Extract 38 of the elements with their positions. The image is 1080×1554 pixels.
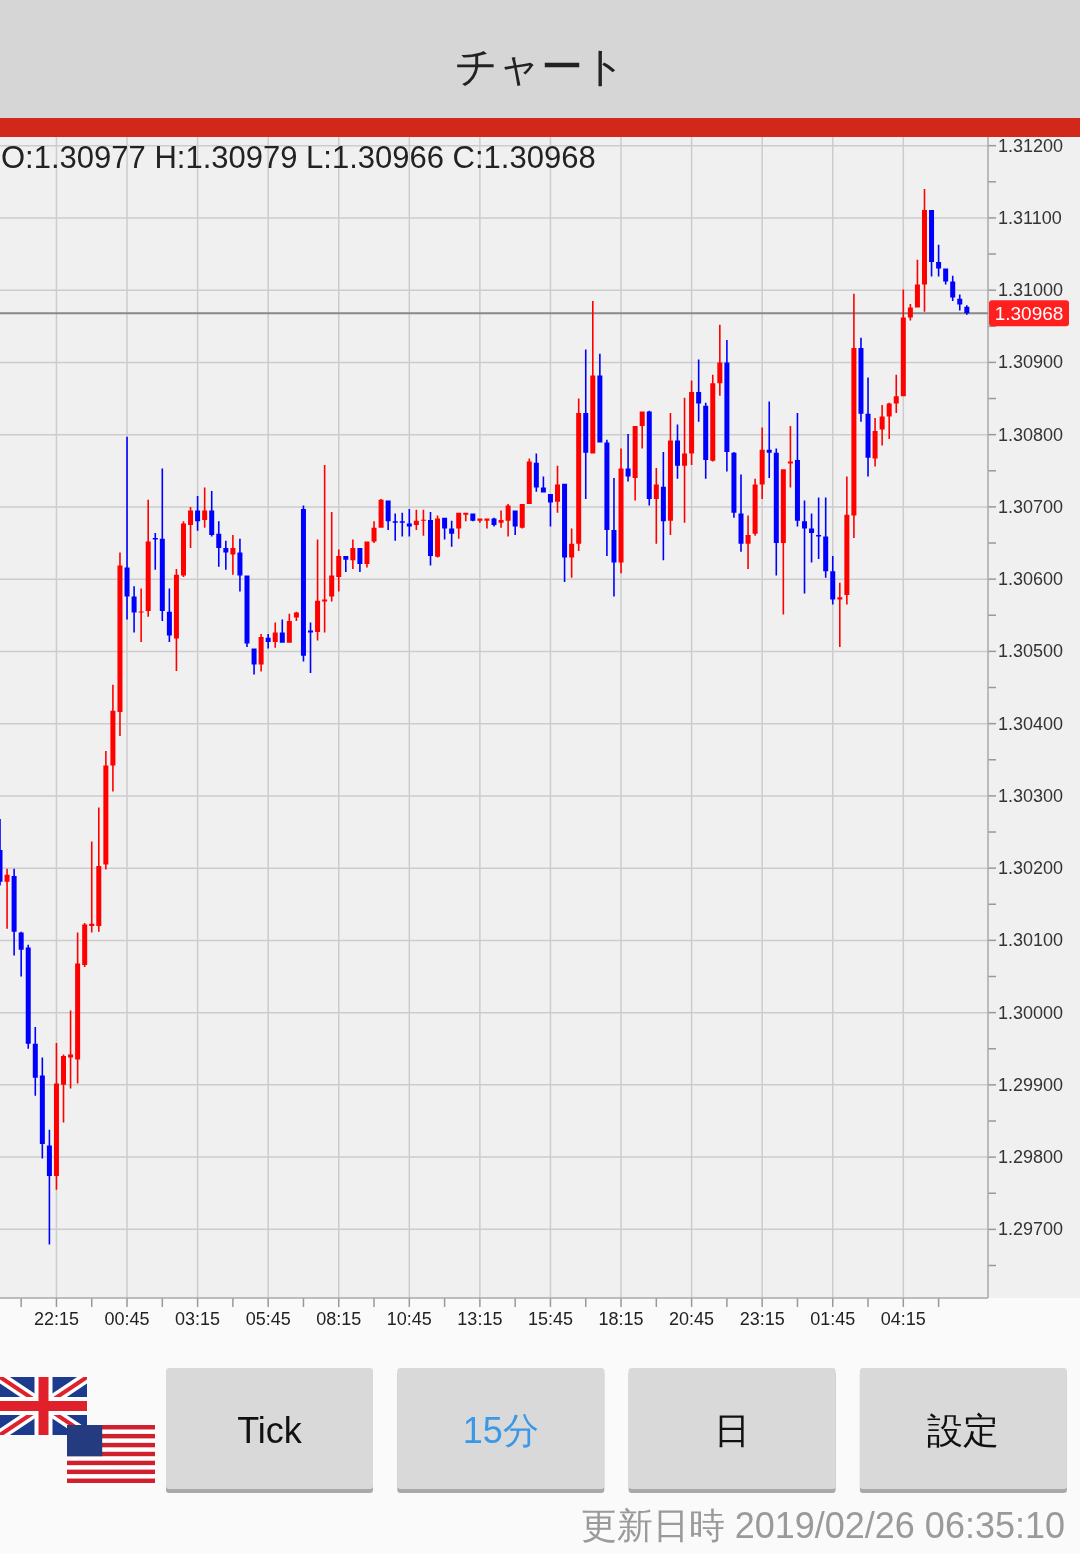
y-tick-label: 1.30900 [998, 352, 1064, 373]
x-tick-label: 08:15 [316, 1309, 362, 1329]
x-tick-label: 03:15 [175, 1309, 221, 1329]
x-tick-label: 23:15 [739, 1309, 785, 1329]
y-tick-label: 1.30500 [998, 641, 1064, 662]
button: 15分 [397, 1368, 605, 1493]
y-tick-label: 1.30300 [998, 785, 1064, 806]
x-tick-label: 05:45 [245, 1309, 291, 1329]
x-tick-label: 22:15 [33, 1309, 79, 1329]
annotation: O:1.30977 H:1.30979 L:1.30966 C:1.30968 [1, 139, 596, 175]
x-tick-label: 00:45 [104, 1309, 150, 1329]
y-tick-label: 1.30100 [998, 930, 1064, 951]
y-tick-label: 1.30000 [998, 1002, 1064, 1023]
x-tick-label: 13:15 [457, 1309, 503, 1329]
y-tick-label: 1.30600 [998, 569, 1064, 590]
x-tick-label: 01:45 [810, 1309, 856, 1329]
y-tick-label: 1.30200 [998, 858, 1064, 879]
button: 設定 [859, 1368, 1067, 1493]
y-tick-label: 1.30700 [998, 496, 1064, 517]
y-tick-label: 1.31200 [998, 135, 1064, 156]
x-tick-label: 18:15 [598, 1309, 644, 1329]
y-tick-label: 1.30400 [998, 713, 1064, 734]
x-tick-label: 15:45 [527, 1309, 573, 1329]
ref-line-label: 1.30968 [994, 302, 1064, 324]
x-tick-label: 20:45 [669, 1309, 715, 1329]
button: Tick [166, 1368, 373, 1493]
y-tick-label: 1.31100 [998, 207, 1062, 228]
button: 日 [628, 1368, 836, 1493]
annotation: 更新日時 2019/02/26 06:35:10 [580, 1504, 1065, 1546]
title: チャート [454, 42, 626, 90]
y-tick-label: 1.31000 [998, 280, 1064, 301]
y-tick-label: 1.30800 [998, 424, 1064, 445]
ref-line-label: 1.30968 [989, 300, 1069, 327]
x-tick-label: 04:15 [880, 1309, 926, 1329]
y-tick-label: 1.29900 [998, 1074, 1064, 1095]
y-tick-label: 1.29700 [998, 1219, 1064, 1240]
y-tick-label: 1.29800 [998, 1147, 1064, 1168]
x-tick-label: 10:45 [386, 1309, 432, 1329]
